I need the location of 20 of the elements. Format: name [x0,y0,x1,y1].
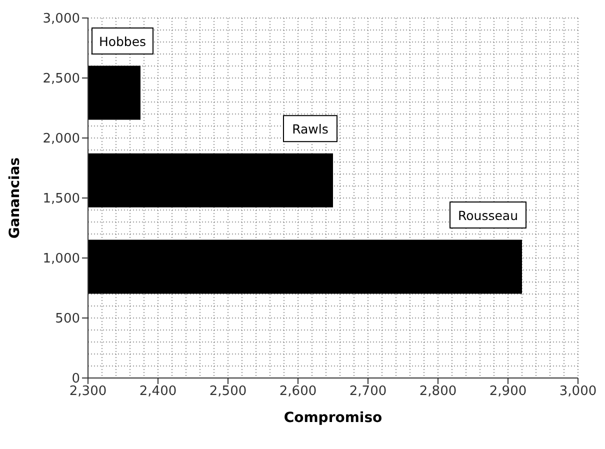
annotation: Rawls [292,122,328,137]
y-tick-label: 2,000 [42,132,80,147]
y-tick-label: 2,500 [42,72,80,87]
y-tick-label: 3,000 [42,12,80,27]
x-tick-label: 2,700 [349,384,387,400]
x-tick-label: 2,800 [419,384,457,400]
x-tick-label: 2,600 [279,384,317,400]
x-tick-label: 3,000 [559,384,597,400]
y-axis-title: Ganancias [6,157,23,239]
x-tick-label: 2,400 [139,384,177,400]
x-tick-label: 2,900 [489,384,527,400]
x-axis-title: Compromiso [284,410,383,426]
x-tick-label: 2,500 [209,384,247,400]
y-tick-label: 1,000 [42,252,80,267]
x-tick-label: 2,300 [69,384,107,400]
y-tick-label: 500 [55,312,80,327]
annotation: Rousseau [458,208,518,223]
annotation: Hobbes [98,34,146,49]
y-tick-label: 1,500 [42,192,80,207]
y-tick-label: 0 [72,372,80,387]
